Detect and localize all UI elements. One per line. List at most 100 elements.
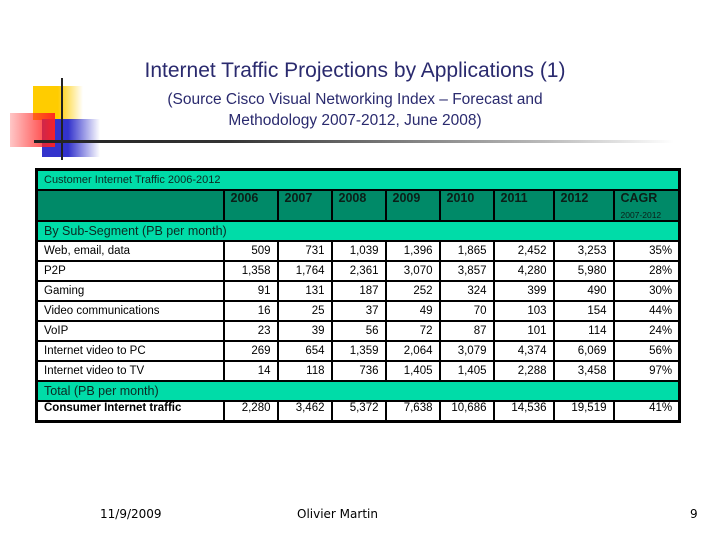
slide-subtitle: (Source Cisco Visual Networking Index – … — [60, 89, 650, 131]
cell-value: 16 — [222, 300, 279, 322]
cell-value: 6,069 — [552, 340, 615, 362]
slide-title: Internet Traffic Projections by Applicat… — [144, 59, 566, 82]
subtitle-line-2: Methodology 2007-2012, June 2008) — [228, 112, 482, 129]
traffic-table: Customer Internet Traffic 2006-2012 2006… — [35, 168, 682, 423]
header-2010: 2010 — [438, 189, 495, 222]
cell-cagr: 35% — [612, 240, 681, 262]
table-header-row: 2006 2007 2008 2009 2010 2011 2012 CAGR … — [35, 189, 681, 222]
title-underline-divider — [34, 140, 674, 143]
total-value: 10,686 — [438, 400, 495, 423]
cell-value: 3,458 — [552, 360, 615, 382]
cell-value: 23 — [222, 320, 279, 342]
table-row: Video communications 16 25 37 49 70 103 … — [35, 300, 681, 322]
total-value: 14,536 — [492, 400, 555, 423]
cell-value: 3,079 — [438, 340, 495, 362]
cell-value: 509 — [222, 240, 279, 262]
cell-value: 118 — [276, 360, 333, 382]
cell-value: 1,764 — [276, 260, 333, 282]
header-cagr: CAGR 2007-2012 — [612, 189, 681, 222]
page-number: 9 — [690, 507, 698, 521]
cell-value: 1,359 — [330, 340, 387, 362]
cell-value: 1,039 — [330, 240, 387, 262]
cell-value: 4,280 — [492, 260, 555, 282]
section-row-subsegment: By Sub-Segment (PB per month) — [35, 220, 681, 242]
row-label: Internet video to TV — [35, 360, 225, 382]
table-row: VoIP 23 39 56 72 87 101 114 24% — [35, 320, 681, 342]
row-label: Internet video to PC — [35, 340, 225, 362]
header-2012: 2012 — [552, 189, 615, 222]
total-value: 7,638 — [384, 400, 441, 423]
section-label-total: Total (PB per month) — [35, 380, 681, 402]
header-2006: 2006 — [222, 189, 279, 222]
cell-value: 3,253 — [552, 240, 615, 262]
cell-value: 114 — [552, 320, 615, 342]
cell-value: 3,857 — [438, 260, 495, 282]
header-2011: 2011 — [492, 189, 555, 222]
cell-cagr: 24% — [612, 320, 681, 342]
subtitle-line-1: (Source Cisco Visual Networking Index – … — [167, 91, 543, 108]
cell-value: 2,064 — [384, 340, 441, 362]
cell-value: 70 — [438, 300, 495, 322]
footer-date: 11/9/2009 — [100, 507, 162, 521]
section-label-subsegment: By Sub-Segment (PB per month) — [35, 220, 681, 242]
cell-value: 1,405 — [438, 360, 495, 382]
header-2007: 2007 — [276, 189, 333, 222]
cell-value: 14 — [222, 360, 279, 382]
cell-value: 1,396 — [384, 240, 441, 262]
header-2009: 2009 — [384, 189, 441, 222]
cell-value: 3,070 — [384, 260, 441, 282]
cell-cagr: 44% — [612, 300, 681, 322]
cell-value: 399 — [492, 280, 555, 302]
total-value: 2,280 — [222, 400, 279, 423]
cell-cagr: 28% — [612, 260, 681, 282]
cell-value: 490 — [552, 280, 615, 302]
cell-value: 252 — [384, 280, 441, 302]
total-label: Consumer Internet traffic — [35, 400, 225, 423]
row-label: Gaming — [35, 280, 225, 302]
row-label: Video communications — [35, 300, 225, 322]
cell-cagr: 30% — [612, 280, 681, 302]
header-2008: 2008 — [330, 189, 387, 222]
header-cagr-label: CAGR — [620, 191, 658, 205]
table-row: P2P 1,358 1,764 2,361 3,070 3,857 4,280 … — [35, 260, 681, 282]
cell-value: 736 — [330, 360, 387, 382]
cell-value: 2,452 — [492, 240, 555, 262]
total-cagr: 41% — [612, 400, 681, 423]
cell-value: 4,374 — [492, 340, 555, 362]
table-row: Internet video to PC 269 654 1,359 2,064… — [35, 340, 681, 362]
cell-value: 91 — [222, 280, 279, 302]
header-empty — [35, 189, 225, 222]
cell-value: 87 — [438, 320, 495, 342]
cell-value: 131 — [276, 280, 333, 302]
cell-value: 72 — [384, 320, 441, 342]
total-row: Consumer Internet traffic 2,280 3,462 5,… — [35, 400, 681, 423]
cell-value: 5,980 — [552, 260, 615, 282]
row-label: P2P — [35, 260, 225, 282]
row-label: Web, email, data — [35, 240, 225, 262]
cell-value: 731 — [276, 240, 333, 262]
cell-value: 1,865 — [438, 240, 495, 262]
total-value: 19,519 — [552, 400, 615, 423]
decorative-vertical-line — [61, 78, 63, 160]
cell-value: 324 — [438, 280, 495, 302]
table-row: Gaming 91 131 187 252 324 399 490 30% — [35, 280, 681, 302]
cell-value: 654 — [276, 340, 333, 362]
table-caption: Customer Internet Traffic 2006-2012 — [35, 168, 681, 191]
cell-value: 37 — [330, 300, 387, 322]
cell-cagr: 56% — [612, 340, 681, 362]
table-row: Internet video to TV 14 118 736 1,405 1,… — [35, 360, 681, 382]
footer-author: Olivier Martin — [297, 507, 378, 521]
cell-value: 56 — [330, 320, 387, 342]
total-value: 5,372 — [330, 400, 387, 423]
cell-value: 49 — [384, 300, 441, 322]
header-cagr-period: 2007-2012 — [620, 210, 662, 220]
cell-value: 39 — [276, 320, 333, 342]
cell-value: 101 — [492, 320, 555, 342]
table-caption-row: Customer Internet Traffic 2006-2012 — [35, 168, 681, 191]
cell-value: 269 — [222, 340, 279, 362]
cell-value: 103 — [492, 300, 555, 322]
cell-value: 187 — [330, 280, 387, 302]
cell-value: 154 — [552, 300, 615, 322]
table-row: Web, email, data 509 731 1,039 1,396 1,8… — [35, 240, 681, 262]
cell-cagr: 97% — [612, 360, 681, 382]
